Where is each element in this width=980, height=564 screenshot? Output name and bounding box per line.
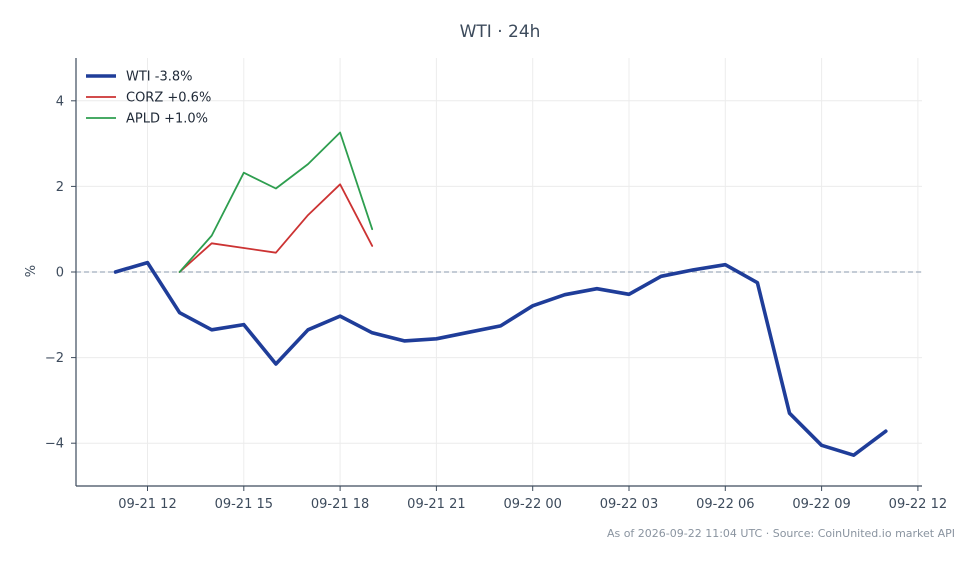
x-tick-label: 09-22 03 bbox=[600, 497, 658, 512]
legend: WTI -3.8% CORZ +0.6% APLD +1.0% bbox=[86, 70, 211, 127]
x-tick-label: 09-21 21 bbox=[407, 497, 465, 512]
series-line-corz bbox=[178, 183, 374, 273]
x-axis-ticks: 09-21 12 09-21 15 09-21 18 09-21 21 09-22 00… bbox=[118, 486, 947, 512]
x-tick-label: 09-22 06 bbox=[696, 497, 754, 512]
x-tick-label: 09-21 15 bbox=[215, 497, 273, 512]
legend-label: CORZ +0.6% bbox=[126, 91, 211, 106]
y-tick-label: 4 bbox=[56, 94, 64, 109]
x-tick-label: 09-22 00 bbox=[503, 497, 561, 512]
y-tick-label: −2 bbox=[45, 351, 64, 366]
y-tick-label: 0 bbox=[56, 266, 64, 281]
series-line-wti bbox=[113, 260, 888, 458]
y-axis-ticks: −4 −2 0 2 4 bbox=[45, 94, 76, 452]
legend-label: WTI -3.8% bbox=[126, 70, 192, 85]
x-tick-label: 09-21 18 bbox=[311, 497, 369, 512]
x-tick-label: 09-22 09 bbox=[792, 497, 850, 512]
legend-label: APLD +1.0% bbox=[126, 112, 208, 127]
series-lines bbox=[113, 131, 888, 458]
series-line-apld bbox=[178, 131, 374, 273]
y-tick-label: 2 bbox=[56, 180, 64, 195]
y-tick-label: −4 bbox=[45, 437, 64, 452]
chart-title: WTI · 24h bbox=[460, 22, 541, 42]
y-axis-label: % bbox=[24, 265, 39, 277]
x-tick-label: 09-21 12 bbox=[118, 497, 176, 512]
source-footer: As of 2026-09-22 11:04 UTC · Source: Coi… bbox=[607, 527, 955, 540]
x-tick-label: 09-22 12 bbox=[889, 497, 947, 512]
